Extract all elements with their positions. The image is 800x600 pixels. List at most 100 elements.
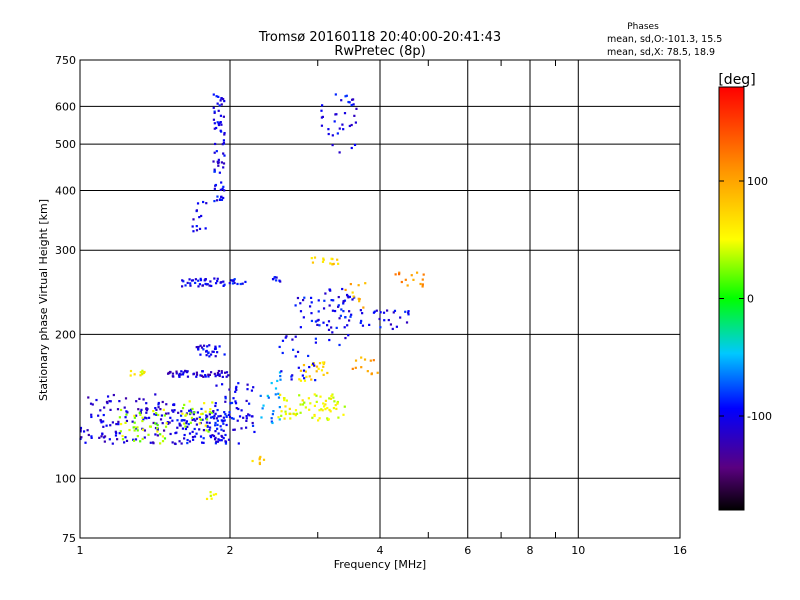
echo-point	[129, 369, 133, 373]
echo-point	[172, 403, 175, 406]
echo-point	[171, 409, 174, 412]
echo-point	[133, 421, 136, 424]
echo-point	[217, 122, 220, 125]
echo-point	[398, 271, 401, 274]
echo-point	[422, 273, 425, 276]
echo-point	[216, 277, 219, 280]
echo-point	[180, 410, 183, 413]
echo-point	[224, 413, 227, 416]
echo-point	[148, 425, 152, 428]
echo-point	[145, 409, 149, 412]
echo-point	[303, 377, 306, 380]
echo-point	[145, 411, 148, 414]
echo-point	[79, 437, 82, 441]
echo-point	[228, 415, 232, 419]
echo-point	[372, 359, 375, 362]
echo-point	[171, 372, 175, 375]
echo-point	[359, 309, 362, 312]
echo-point	[372, 311, 376, 314]
echo-point	[283, 417, 286, 420]
echo-point	[349, 315, 352, 318]
echo-point	[324, 408, 327, 411]
echo-point	[301, 403, 305, 406]
echo-point	[205, 202, 208, 205]
echo-point	[165, 403, 168, 406]
echo-point	[245, 426, 248, 429]
echo-point	[196, 411, 199, 414]
echo-point	[204, 374, 207, 377]
echo-point	[318, 362, 322, 365]
echo-point	[102, 425, 105, 428]
echo-point	[234, 402, 238, 405]
echo-point	[309, 296, 313, 299]
echo-point	[328, 288, 332, 291]
echo-point	[131, 420, 134, 423]
echo-point	[237, 407, 240, 411]
echo-point	[206, 415, 209, 418]
echo-point	[331, 134, 334, 137]
echo-point	[275, 279, 278, 282]
echo-point	[315, 365, 319, 368]
echo-point	[109, 424, 112, 427]
echo-point	[187, 423, 190, 426]
echo-point	[309, 402, 312, 405]
echo-point	[331, 263, 334, 266]
echo-point	[184, 414, 187, 417]
echo-point	[235, 388, 238, 392]
echo-point	[216, 419, 219, 422]
echo-point	[221, 420, 224, 423]
echo-point	[304, 370, 308, 373]
echo-point	[109, 400, 112, 403]
echo-point	[164, 412, 168, 415]
echo-point	[345, 94, 348, 97]
echo-point	[201, 412, 204, 415]
echo-point	[188, 409, 191, 412]
echo-point	[220, 370, 223, 373]
echo-point	[232, 417, 235, 420]
echo-point	[331, 309, 335, 312]
echo-point	[234, 390, 237, 393]
x-tick-label: 10	[571, 544, 585, 557]
echo-point	[181, 279, 184, 282]
echo-point	[180, 442, 183, 445]
echo-point	[213, 168, 216, 171]
echo-point	[222, 422, 225, 425]
echo-point	[407, 311, 410, 314]
echo-point	[195, 373, 199, 376]
echo-point	[84, 441, 87, 444]
echo-point	[217, 369, 220, 373]
echo-point	[117, 420, 120, 423]
echo-point	[220, 428, 223, 431]
echo-point	[405, 321, 409, 324]
echo-point	[141, 416, 144, 419]
echo-point	[178, 375, 181, 378]
echo-point	[143, 370, 146, 374]
echo-point	[331, 331, 334, 334]
echo-point	[213, 372, 216, 375]
echo-point	[299, 302, 302, 305]
colorbar-ticks: 100 0 -100	[719, 175, 772, 423]
x-tick-label: 4	[377, 544, 384, 557]
echo-point	[296, 296, 300, 300]
echo-point	[218, 374, 221, 378]
echo-point	[295, 412, 299, 415]
echo-point	[241, 282, 244, 285]
echo-point	[198, 416, 201, 419]
echo-point	[400, 280, 403, 284]
echo-point	[217, 161, 220, 164]
echo-point	[298, 394, 301, 397]
echo-point	[105, 424, 108, 427]
echo-point	[307, 354, 310, 358]
echo-point	[215, 384, 218, 387]
echo-point	[214, 436, 217, 440]
echo-point	[190, 416, 194, 419]
echo-point	[214, 421, 217, 425]
echo-point	[245, 417, 248, 420]
echo-point	[219, 414, 222, 418]
y-tick-label: 100	[55, 472, 76, 485]
echo-point	[231, 279, 234, 282]
echo-point	[320, 124, 324, 127]
echo-point	[236, 282, 239, 286]
echo-point	[334, 93, 337, 96]
